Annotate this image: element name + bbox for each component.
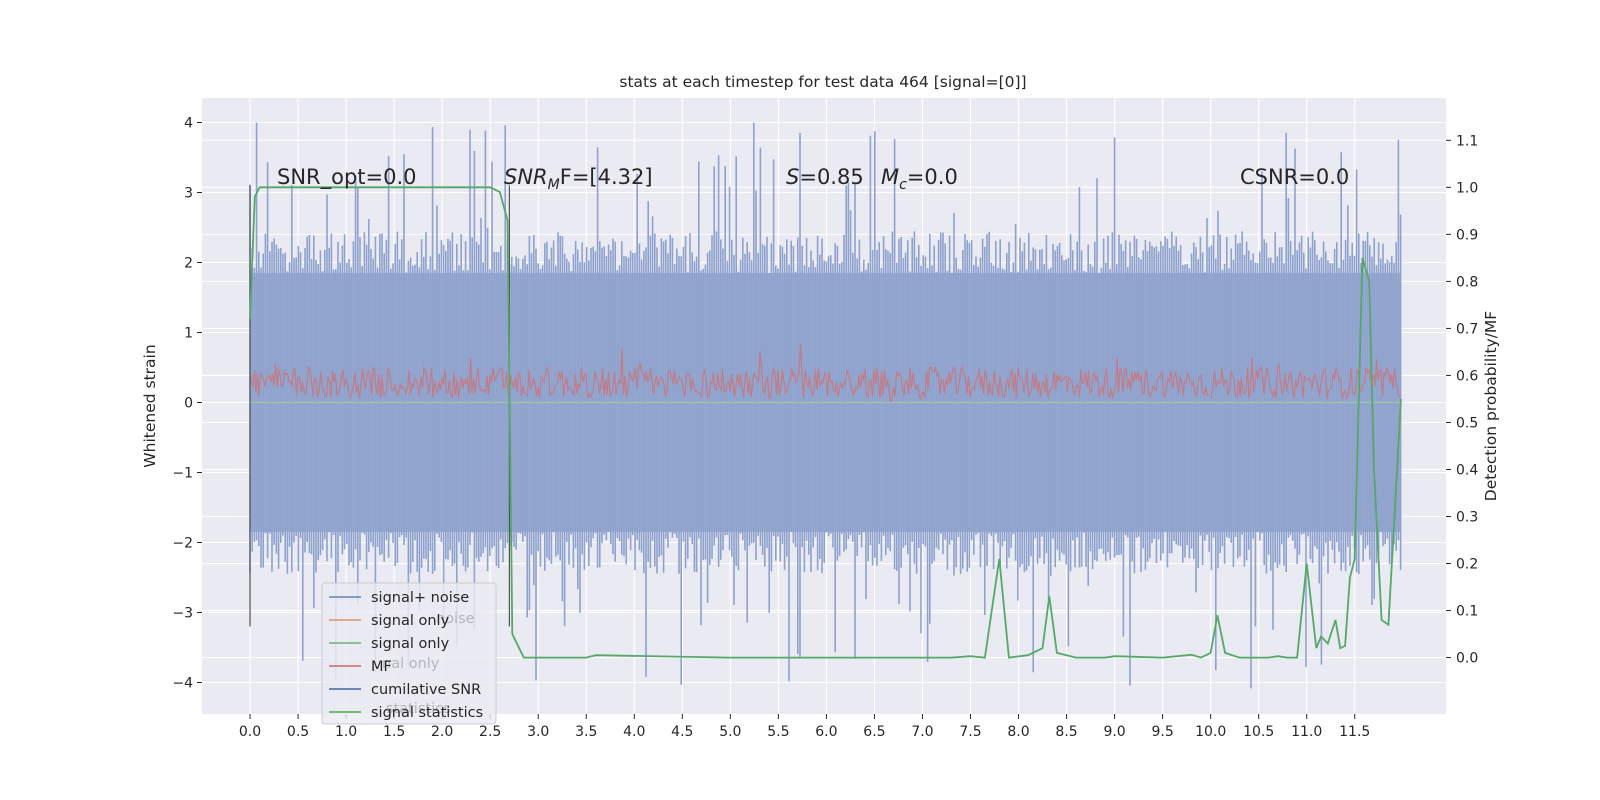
x-tick-label: 11.0 [1291, 724, 1322, 740]
x-axis-ticks: 0.0 0.5 1.0 1.5 2.0 2.5 3.0 3.5 4.0 4.5 5.0 5.5 6.0 6… [239, 714, 1370, 740]
y2-tick-label: 1.0 [1456, 180, 1478, 196]
y2-tick-label: 0.9 [1456, 227, 1478, 243]
x-tick-label: 5.0 [719, 724, 741, 740]
mc-main: M [881, 165, 899, 189]
s-annotation: S=0.85 [786, 165, 864, 189]
y2-tick-label: 0.2 [1456, 557, 1478, 573]
x-tick-label: 0.0 [239, 724, 261, 740]
mc-sub: c [899, 177, 907, 193]
x-tick-label: 2.0 [431, 724, 453, 740]
snr-mf-annotation: SNRMF=[4.32] [504, 165, 653, 193]
legend-label: signal statistics [371, 705, 483, 721]
legend-ghost-label: nal only [382, 656, 440, 672]
y-tick-label: −1 [172, 466, 193, 482]
legend-label: signal only [371, 613, 450, 629]
legend-box [321, 582, 497, 725]
x-tick-label: 5.5 [767, 724, 789, 740]
mc-rest: =0.0 [907, 165, 958, 189]
x-tick-label: 7.5 [959, 724, 981, 740]
y-tick-label: 1 [184, 326, 193, 342]
y2-axis-label: Detection probability/MF [1482, 311, 1500, 502]
x-tick-label: 9.0 [1103, 724, 1125, 740]
legend-ghost-labels: noise nal only statistics [382, 611, 475, 717]
x-tick-label: 6.5 [863, 724, 885, 740]
x-tick-label: 10.0 [1195, 724, 1226, 740]
y-tick-label: 0 [184, 396, 193, 412]
y-tick-label: −4 [172, 676, 193, 692]
x-tick-label: 3.0 [527, 724, 549, 740]
csnr-annotation: CSNR=0.0 [1240, 165, 1349, 189]
x-tick-label: 10.5 [1243, 724, 1274, 740]
snr-opt-annotation: SNR_opt=0.0 [277, 165, 417, 190]
y-axis-ticks: 4 3 2 1 0 −1 −2 −3 −4 [172, 116, 202, 692]
legend-label: MF [371, 659, 392, 675]
legend-ghost-label: statistics [386, 701, 451, 717]
x-tick-label: 6.0 [815, 724, 837, 740]
y2-tick-label: 1.1 [1456, 133, 1478, 149]
legend-label: signal+ noise [371, 590, 469, 606]
mf-series [249, 343, 1401, 404]
y2-axis-ticks: 1.1 1.0 0.9 0.8 0.7 0.6 0.5 0.4 0.3 0.2 0.1 0.0 [1446, 133, 1478, 667]
legend-ghost-label: noise [436, 611, 475, 627]
snr-mf-rest: F=[4.32] [560, 165, 653, 189]
y-tick-label: 2 [184, 256, 193, 272]
y-tick-label: 3 [184, 186, 193, 202]
y2-tick-label: 0.4 [1456, 462, 1478, 478]
x-tick-label: 1.0 [335, 724, 357, 740]
detection-probability-line [249, 186, 1402, 659]
legend-label: signal only [371, 636, 450, 652]
y2-tick-label: 0.6 [1456, 368, 1478, 384]
s-rest: =0.85 [799, 165, 863, 189]
snr-mf-sub: M [548, 177, 560, 193]
y-tick-label: −3 [172, 606, 193, 622]
y2-tick-label: 0.1 [1456, 604, 1478, 620]
y2-tick-label: 0.5 [1456, 415, 1478, 431]
x-tick-label: 0.5 [287, 724, 309, 740]
y-axis-label: Whitened strain [141, 344, 159, 467]
y2-tick-label: 0.8 [1456, 274, 1478, 290]
y-tick-label: 4 [184, 116, 193, 132]
mf-line [249, 343, 1401, 404]
y-tick-label: −2 [172, 536, 193, 552]
s-main: S [786, 165, 799, 189]
x-tick-label: 4.0 [623, 724, 645, 740]
x-tick-label: 8.0 [1007, 724, 1029, 740]
signal-statistics-series [249, 186, 1402, 659]
x-tick-label: 3.5 [575, 724, 597, 740]
annotations: SNR_opt=0.0 SNRMF=[4.32] S=0.85 Mc=0.0 C… [277, 165, 1349, 193]
x-tick-label: 8.5 [1055, 724, 1077, 740]
mc-annotation: Mc=0.0 [881, 165, 958, 193]
x-tick-label: 9.5 [1151, 724, 1173, 740]
legend-items: signal+ noise signal only signal only MF cum… [329, 590, 483, 721]
x-tick-label: 2.5 [479, 724, 501, 740]
legend-label: cumilative SNR [371, 682, 481, 698]
x-tick-label: 4.5 [671, 724, 693, 740]
snr-mf-main: SNR [504, 165, 548, 189]
x-tick-label: 1.5 [383, 724, 405, 740]
y2-tick-label: 0.3 [1456, 510, 1478, 526]
x-tick-label: 7.0 [911, 724, 933, 740]
x-tick-label: 11.5 [1339, 724, 1370, 740]
y2-tick-label: 0.0 [1456, 651, 1478, 667]
chart-title: stats at each timestep for test data 464… [619, 73, 1026, 91]
y2-tick-label: 0.7 [1456, 321, 1478, 337]
